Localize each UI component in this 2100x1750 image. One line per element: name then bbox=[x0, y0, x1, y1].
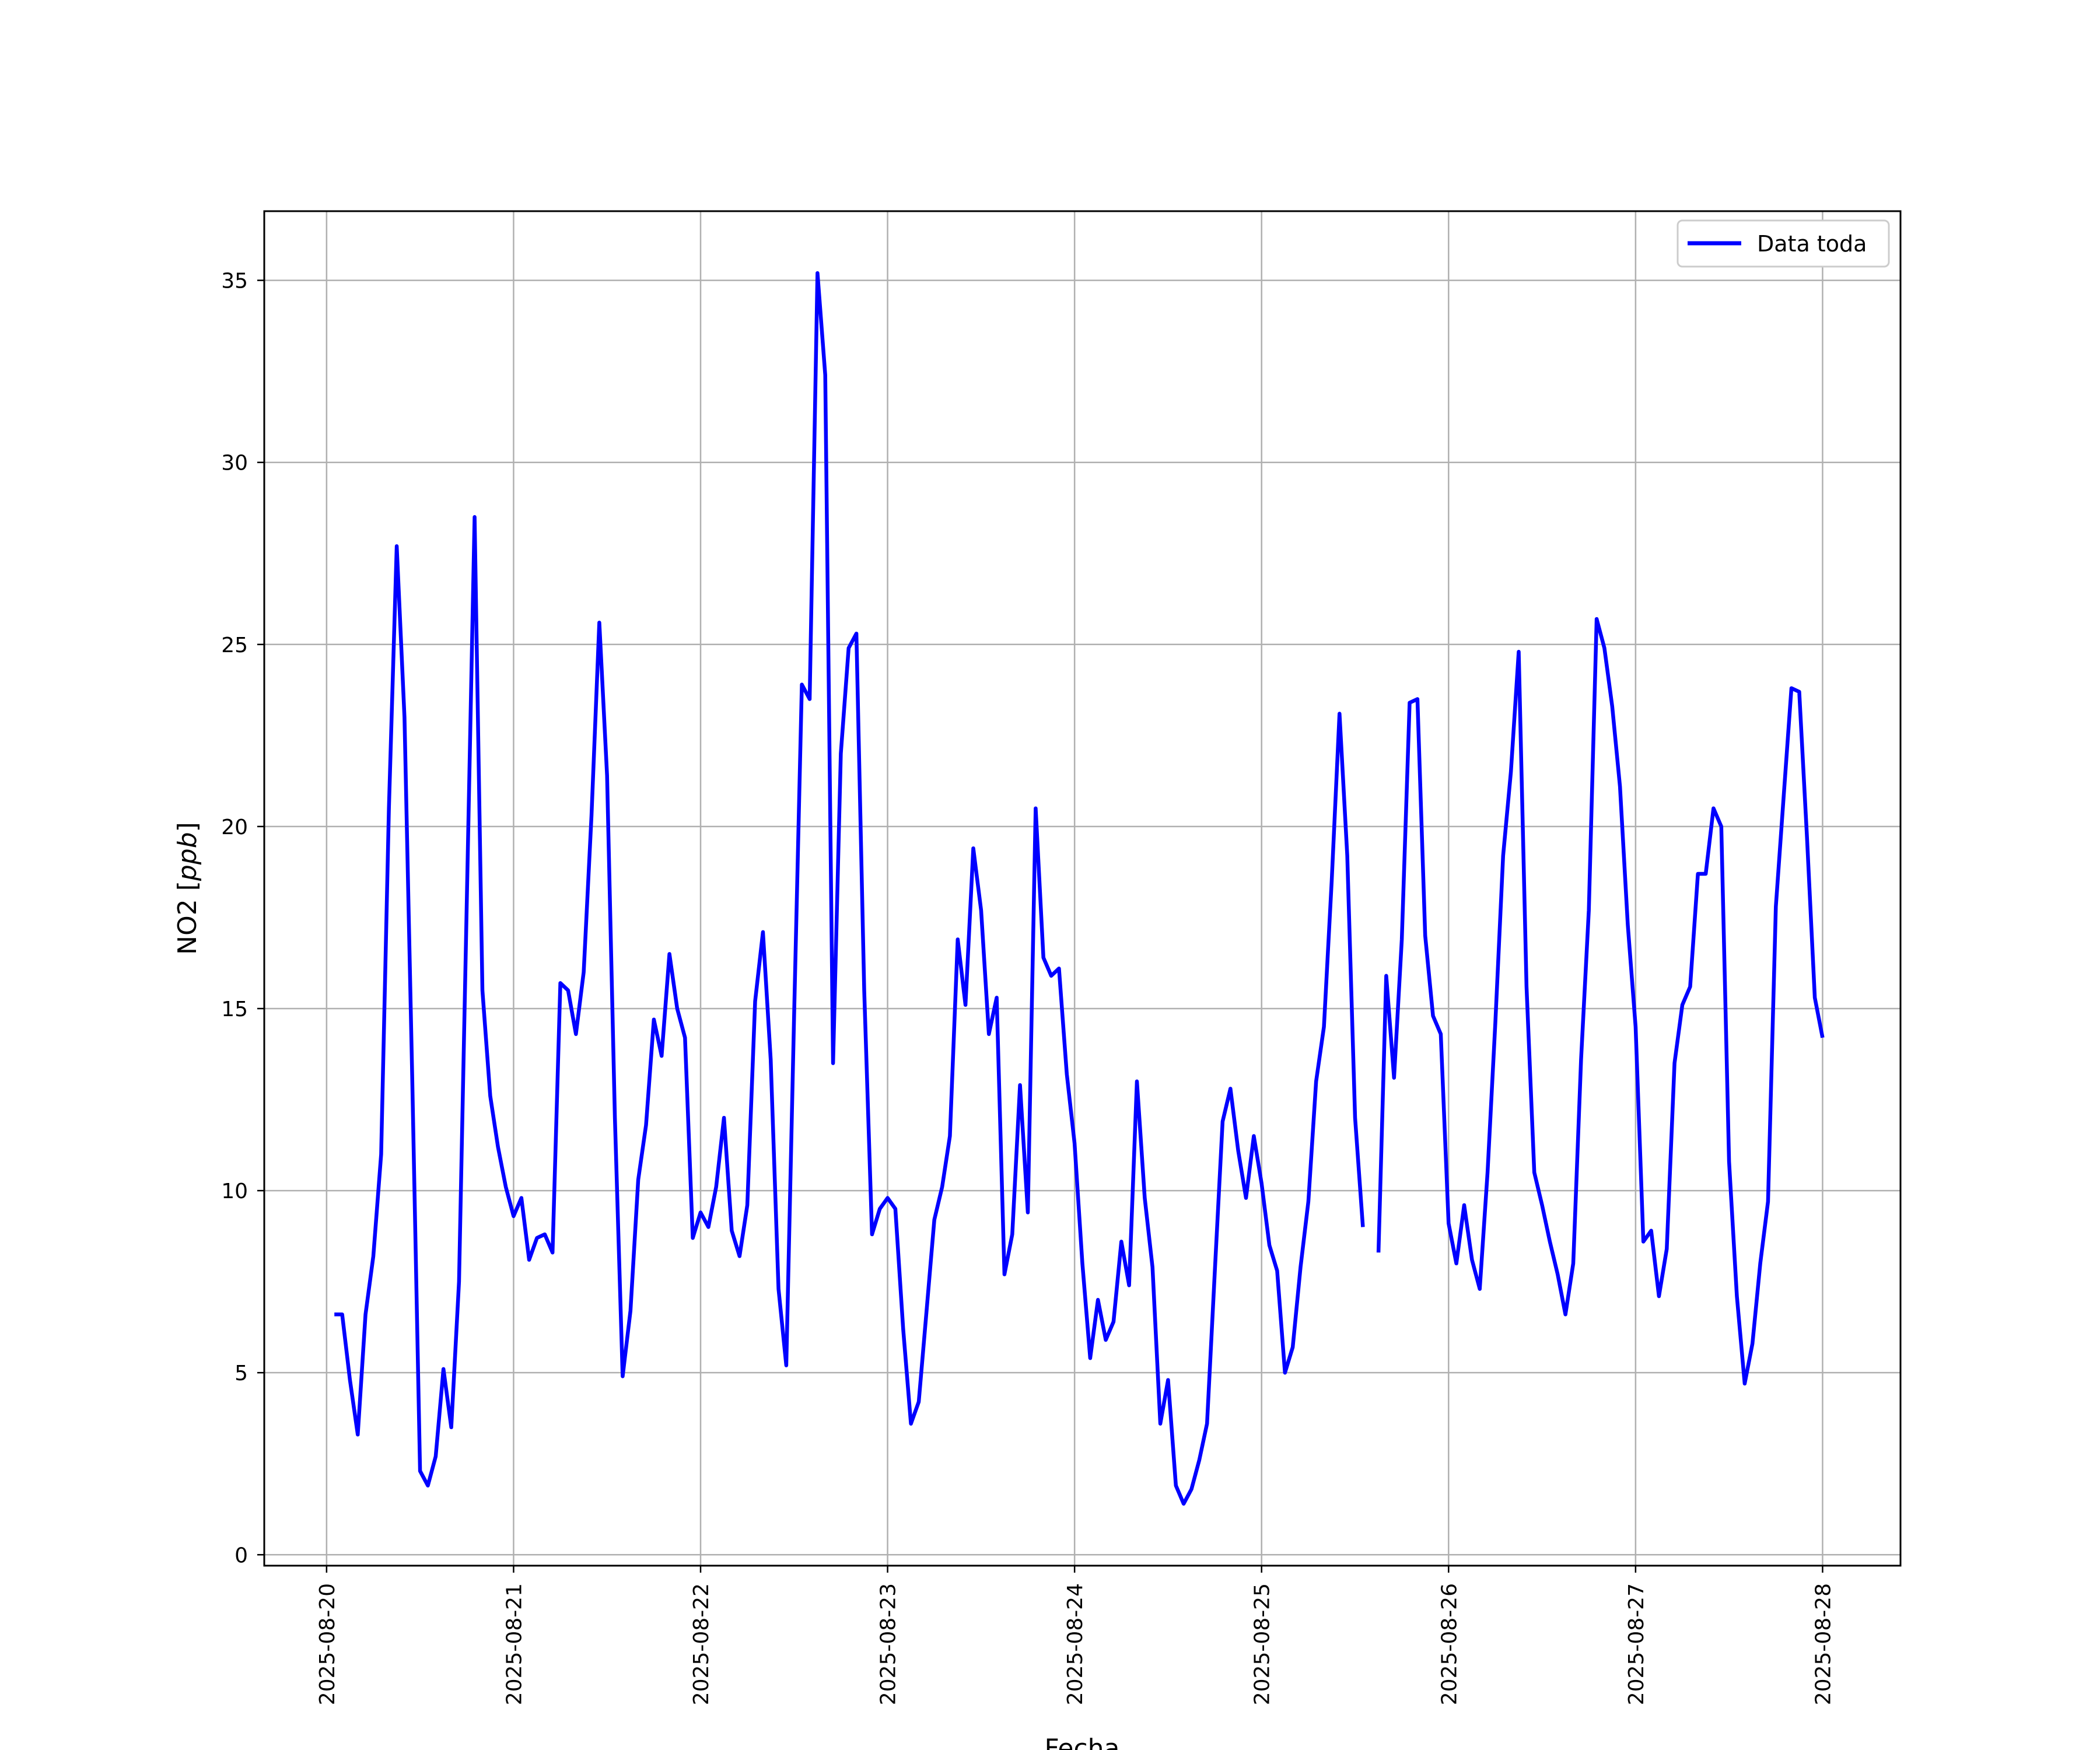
y-axis-label-prefix: NO2 [ bbox=[173, 881, 202, 955]
y-tick-label: 0 bbox=[235, 1544, 248, 1567]
x-tick-label: 2025-08-24 bbox=[1063, 1583, 1087, 1705]
x-axis: 2025-08-20 2025-08-21 2025-08-22 2025-08-23… bbox=[316, 1566, 1835, 1705]
y-axis-label-unit: ppb bbox=[173, 832, 202, 881]
x-tick-label: 2025-08-22 bbox=[690, 1583, 713, 1705]
y-axis-label: NO2 [ppb] bbox=[173, 822, 202, 955]
y-tick-label: 20 bbox=[221, 816, 248, 839]
y-axis-label-suffix: ] bbox=[173, 822, 202, 832]
x-tick-label: 2025-08-25 bbox=[1251, 1583, 1275, 1705]
x-tick-label: 2025-08-23 bbox=[877, 1583, 901, 1705]
y-tick-label: 30 bbox=[221, 452, 248, 475]
legend-box bbox=[1676, 219, 1890, 268]
y-tick-label: 25 bbox=[221, 634, 248, 657]
legend-label-data-toda: Data toda bbox=[1757, 231, 1867, 257]
x-tick-label: 2025-08-28 bbox=[1811, 1583, 1835, 1705]
y-tick-label: 10 bbox=[221, 1180, 248, 1203]
series-line-data-toda bbox=[334, 271, 1825, 1506]
y-tick-label: 35 bbox=[221, 270, 248, 293]
x-tick-label: 2025-08-26 bbox=[1437, 1583, 1461, 1705]
x-tick-label: 2025-08-27 bbox=[1625, 1583, 1648, 1705]
x-tick-label: 2025-08-20 bbox=[316, 1583, 340, 1705]
plot-area-frame bbox=[263, 210, 1902, 1567]
y-tick-label: 15 bbox=[221, 998, 248, 1021]
y-tick-label: 5 bbox=[235, 1362, 248, 1385]
legend: Data toda bbox=[1676, 219, 1890, 268]
x-axis-label: Fecha bbox=[1044, 1734, 1119, 1750]
y-axis: 0 5 10 15 20 25 30 35 bbox=[221, 270, 264, 1567]
grid-lines bbox=[264, 211, 1901, 1566]
x-tick-label: 2025-08-21 bbox=[502, 1583, 526, 1705]
plot-series-layer bbox=[334, 271, 1825, 1506]
